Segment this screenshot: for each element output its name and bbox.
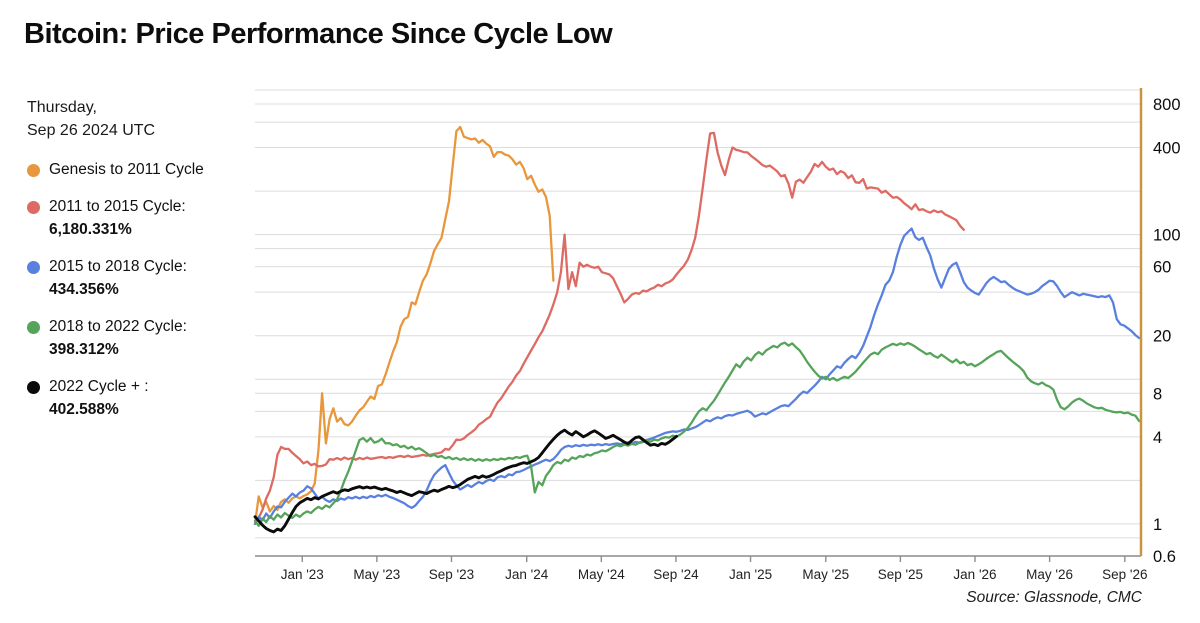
x-tick-label: Sep '23: [429, 567, 474, 582]
legend-dot-icon: [27, 320, 40, 334]
y-tick-label: 4: [1153, 429, 1162, 447]
legend-item-label: 2022 Cycle + :: [49, 378, 149, 395]
legend-item-0: Genesis to 2011 Cycle: [27, 161, 257, 179]
series-line-0: [253, 125, 555, 526]
legend-item-label: 2011 to 2015 Cycle:: [49, 198, 186, 215]
x-tick-label: Sep '25: [878, 567, 923, 582]
y-tick-label: 800: [1153, 96, 1181, 114]
series-line-4: [253, 428, 678, 534]
legend-items: Genesis to 2011 Cycle 2011 to 2015 Cycle:…: [27, 161, 257, 419]
x-tick-label: May '25: [802, 567, 849, 582]
page-title: Bitcoin: Price Performance Since Cycle L…: [24, 18, 613, 50]
date-label-line2: Sep 26 2024 UTC: [27, 122, 156, 139]
legend-dot-icon: [27, 163, 40, 177]
series-line-1: [253, 131, 965, 526]
series-line-3: [253, 341, 1141, 527]
legend-dot-icon: [27, 200, 40, 214]
x-tick-label: Sep '24: [653, 567, 699, 582]
legend-item-value: 398.312%: [49, 341, 119, 358]
y-tick-label: 400: [1153, 140, 1181, 158]
legend-item-label: 2018 to 2022 Cycle:: [49, 318, 187, 335]
legend-dot-icon: [27, 260, 40, 274]
x-tick-label: Jan '25: [729, 567, 772, 582]
legend-item-3: 2018 to 2022 Cycle: 398.312%: [27, 318, 257, 359]
y-tick-label: 20: [1153, 328, 1171, 346]
x-tick-label: May '26: [1026, 567, 1073, 582]
y-tick-label: 100: [1153, 227, 1181, 245]
x-tick-label: Jan '26: [953, 567, 996, 582]
legend-item-1: 2011 to 2015 Cycle: 6,180.331%: [27, 198, 257, 239]
date-label-line1: Thursday,: [27, 99, 97, 116]
y-tick-label: 8: [1153, 385, 1162, 403]
date-label: Thursday, Sep 26 2024 UTC: [27, 96, 257, 142]
legend-item-value: 434.356%: [49, 281, 119, 298]
series-line-2: [253, 227, 1141, 526]
legend-item-label: 2015 to 2018 Cycle:: [49, 258, 187, 275]
legend-item-2: 2015 to 2018 Cycle: 434.356%: [27, 258, 257, 299]
y-tick-label: 60: [1153, 259, 1171, 277]
x-tick-label: Sep '26: [1102, 567, 1147, 582]
legend-item-label: Genesis to 2011 Cycle: [49, 161, 204, 178]
x-tick-label: May '24: [578, 567, 625, 582]
x-tick-label: May '23: [353, 567, 400, 582]
legend-dot-icon: [27, 380, 40, 394]
x-tick-label: Jan '23: [281, 567, 324, 582]
source-credit: Source: Glassnode, CMC: [966, 589, 1142, 606]
legend-item-4: 2022 Cycle + : 402.588%: [27, 378, 257, 419]
y-tick-label: 0.6: [1153, 548, 1176, 566]
legend: Thursday, Sep 26 2024 UTC Genesis to 201…: [27, 96, 257, 438]
x-tick-label: Jan '24: [505, 567, 549, 582]
y-tick-label: 1: [1153, 516, 1162, 534]
legend-item-value: 402.588%: [49, 401, 119, 418]
legend-item-value: 6,180.331%: [49, 221, 132, 238]
